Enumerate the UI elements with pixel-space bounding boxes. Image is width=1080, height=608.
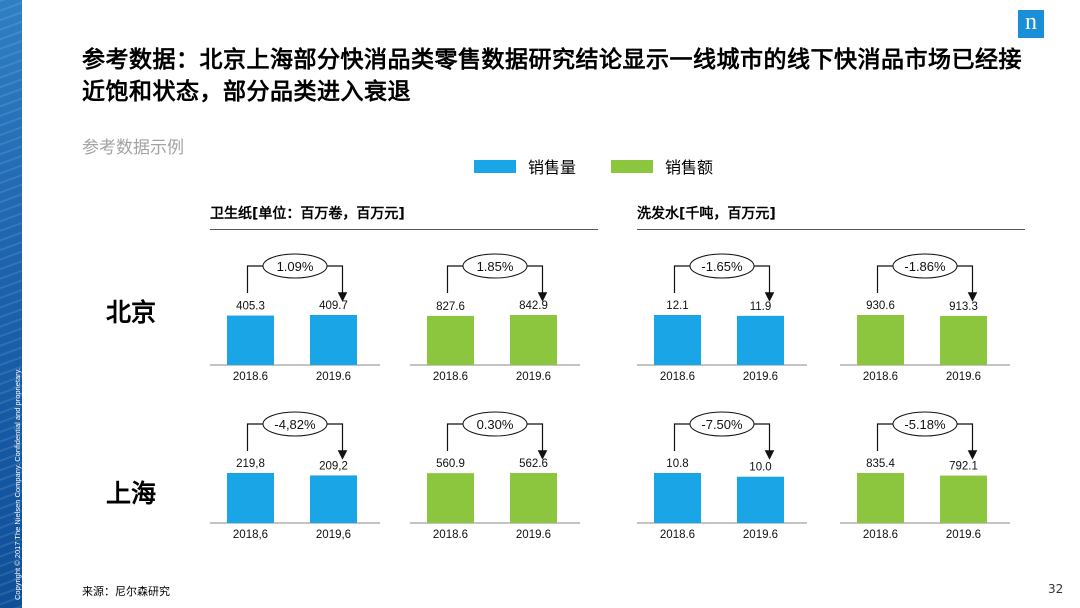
bar-prev bbox=[427, 473, 474, 523]
change-percent-label: -1.65% bbox=[701, 259, 743, 274]
legend-item-value: 销售额 bbox=[611, 154, 713, 178]
bar-curr bbox=[737, 476, 784, 523]
change-percent-label: 0.30% bbox=[477, 417, 514, 432]
change-percent-label: -1.86% bbox=[904, 259, 946, 274]
x-tick-label: 2018,6 bbox=[233, 529, 268, 541]
bar-curr bbox=[940, 475, 987, 523]
change-percent-label: -5.18% bbox=[904, 417, 946, 432]
bar-value-label: 11.9 bbox=[750, 301, 772, 313]
change-percent-label: -7.50% bbox=[701, 417, 743, 432]
bar-value-label: 405.3 bbox=[236, 301, 265, 313]
bar-value-label: 913.3 bbox=[949, 301, 978, 313]
change-percent-label: 1.09% bbox=[277, 259, 314, 274]
x-tick-label: 2019.6 bbox=[516, 529, 551, 541]
bar-value-label: 562.6 bbox=[519, 458, 548, 470]
bar-prev bbox=[227, 315, 274, 365]
bar-value-label: 560.9 bbox=[436, 458, 465, 470]
x-tick-label: 2018.6 bbox=[863, 529, 898, 541]
x-tick-label: 2018.6 bbox=[660, 529, 695, 541]
x-tick-label: 2018.6 bbox=[433, 371, 468, 383]
group-title-shampoo: 洗发水[千吨，百万元] bbox=[637, 203, 1025, 230]
bar-value-label: 930.6 bbox=[866, 300, 895, 312]
slide-subtitle: 参考数据示例 bbox=[82, 138, 184, 158]
change-ellipse bbox=[689, 253, 755, 279]
bar-curr bbox=[737, 315, 784, 365]
bar-value-label: 835.4 bbox=[866, 458, 895, 470]
bar-value-label: 409.7 bbox=[319, 300, 348, 312]
legend-label-volume: 销售量 bbox=[528, 158, 577, 177]
x-tick-label: 2019.6 bbox=[743, 529, 778, 541]
change-ellipse bbox=[262, 253, 328, 279]
bar-value-label: 10.0 bbox=[749, 462, 771, 474]
nielsen-logo-icon: n bbox=[1018, 10, 1044, 38]
x-tick-label: 2018.6 bbox=[660, 371, 695, 383]
legend-item-volume: 销售量 bbox=[474, 154, 576, 178]
change-ellipse bbox=[462, 411, 528, 437]
x-tick-label: 2018.6 bbox=[233, 371, 268, 383]
brand-side-strip: Copyright © 2017 The Nielsen Company. Co… bbox=[0, 0, 22, 608]
change-ellipse bbox=[689, 411, 755, 437]
change-ellipse bbox=[892, 411, 958, 437]
change-ellipse bbox=[262, 411, 328, 437]
bar-curr bbox=[940, 315, 987, 365]
bar-value-label: 209,2 bbox=[319, 460, 348, 472]
bar-value-label: 842.9 bbox=[519, 300, 548, 312]
bar-value-label: 219,8 bbox=[236, 458, 265, 470]
bar-value-label: 10.8 bbox=[666, 458, 688, 470]
change-ellipse bbox=[892, 253, 958, 279]
bar-prev bbox=[654, 473, 701, 523]
bar-curr bbox=[310, 475, 357, 523]
x-tick-label: 2019.6 bbox=[946, 529, 981, 541]
slide-title: 参考数据：北京上海部分快消品类零售数据研究结论显示一线城市的线下快消品市场已经接… bbox=[82, 47, 1022, 105]
x-tick-label: 2019.6 bbox=[946, 371, 981, 383]
bar-prev bbox=[857, 473, 904, 523]
bar-curr bbox=[510, 315, 557, 365]
bar-value-label: 827.6 bbox=[436, 301, 465, 313]
bar-prev bbox=[427, 315, 474, 365]
bar-prev bbox=[857, 315, 904, 365]
legend-label-value: 销售额 bbox=[665, 158, 714, 177]
city-label-shanghai: 上海 bbox=[106, 479, 157, 508]
bar-value-label: 12.1 bbox=[666, 300, 688, 312]
bar-prev bbox=[227, 473, 274, 523]
x-tick-label: 2018.6 bbox=[863, 371, 898, 383]
bar-curr bbox=[310, 315, 357, 365]
legend-swatch-value bbox=[611, 159, 653, 173]
group-title-toilet-paper: 卫生纸[单位：百万卷，百万元] bbox=[210, 203, 598, 230]
x-tick-label: 2019.6 bbox=[743, 371, 778, 383]
change-ellipse bbox=[462, 253, 528, 279]
bar-curr bbox=[510, 473, 557, 523]
bar-value-label: 792.1 bbox=[949, 461, 978, 473]
change-percent-label: 1.85% bbox=[477, 259, 514, 274]
x-tick-label: 2019,6 bbox=[316, 529, 351, 541]
legend-swatch-volume bbox=[474, 159, 516, 173]
city-label-beijing: 北京 bbox=[106, 298, 157, 327]
source-note: 来源：尼尔森研究 bbox=[82, 585, 170, 598]
bar-prev bbox=[654, 315, 701, 365]
x-tick-label: 2018.6 bbox=[433, 529, 468, 541]
page-number: 32 bbox=[1048, 582, 1064, 596]
x-tick-label: 2019.6 bbox=[316, 371, 351, 383]
change-percent-label: -4,82% bbox=[274, 417, 316, 432]
x-tick-label: 2019.6 bbox=[516, 371, 551, 383]
